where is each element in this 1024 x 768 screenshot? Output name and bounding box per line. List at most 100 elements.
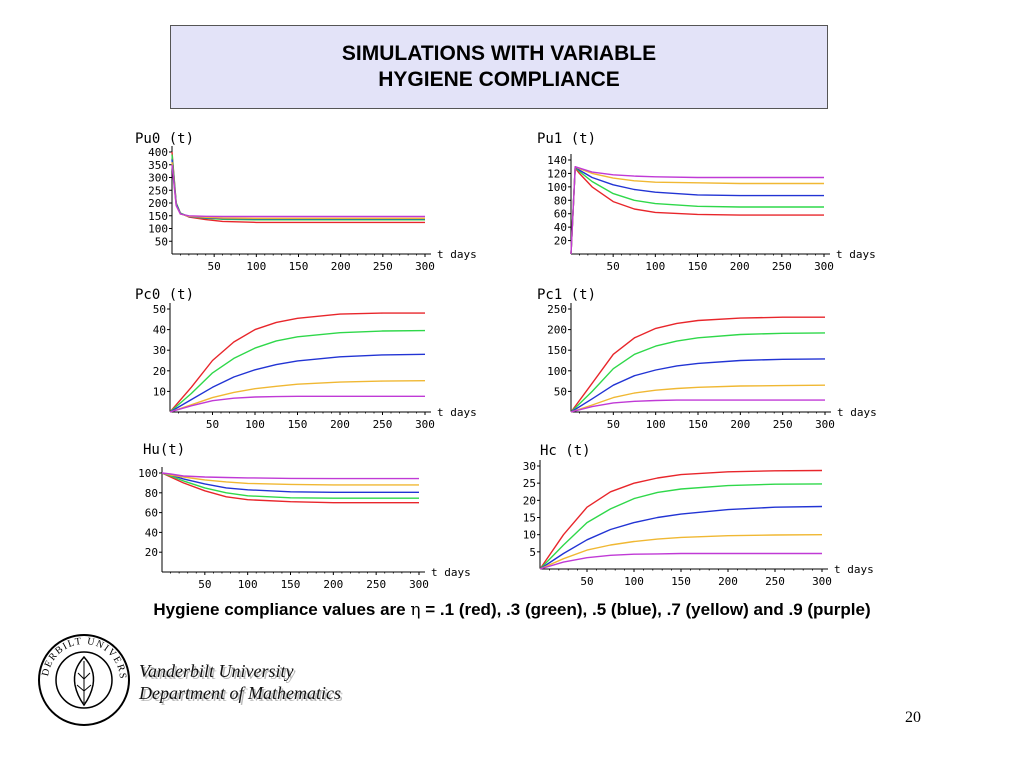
chart-5-y-tick-label: 25 [523,477,536,490]
chart-5-series-yellow [539,534,823,570]
chart-0-series-purple [171,164,425,218]
chart-5-x-tick-label: 100 [624,575,644,588]
chart-2-x-tick-label: 250 [373,418,393,431]
chart-0-x-tick-label: 250 [373,260,393,273]
chart-0-series-green [171,154,425,221]
chart-2-series-red [169,312,425,413]
chart-4-x-tick-label: 100 [238,578,258,591]
slide-title-line1: SIMULATIONS WITH VARIABLE [341,42,657,65]
chart-2-y-tick-label: 50 [153,303,166,316]
chart-0-x-tick-label: 50 [208,260,221,273]
chart-2-series-blue [169,353,426,413]
chart-5-y-tick-label: 15 [523,512,536,525]
chart-4-x-tick-label: 250 [366,578,386,591]
chart-1-y-tick-label: 140 [547,154,567,167]
chart-5-y-tick-label: 20 [523,494,536,507]
chart-0-series-yellow [171,162,425,220]
chart-1-x-tick-label: 50 [607,260,620,273]
chart-1-y-tick-label: 60 [554,208,567,221]
chart-1-series-green [570,166,824,255]
chart-0-x-tick-label: 100 [246,260,266,273]
chart-3-y-tick-label: 250 [547,303,567,316]
chart-1-x-tick-label: 200 [730,260,750,273]
chart-1-x-label: t days [836,248,876,261]
footer-institution: Vanderbilt University Department of Math… [139,660,341,704]
chart-5-x-label: t days [834,563,874,576]
chart-5-x-tick-label: 50 [580,575,593,588]
chart-0-x-tick-label: 300 [415,260,435,273]
chart-3-y-tick-label: 50 [554,385,567,398]
chart-3-x-tick-label: 50 [607,418,620,431]
chart-0-y-tick-label: 50 [155,235,168,248]
chart-3-x-tick-label: 150 [688,418,708,431]
chart-0-y-tick-label: 150 [148,210,168,223]
chart-5-title: Hc (t) [540,443,591,459]
chart-5-series-blue [539,505,823,570]
chart-1-y-tick-label: 40 [554,221,567,234]
chart-3-x-tick-label: 250 [773,418,793,431]
chart-4-y-tick-label: 80 [145,487,158,500]
chart-3-x-tick-label: 300 [815,418,835,431]
chart-4-series-yellow [161,472,419,486]
chart-3-y-tick-label: 100 [547,365,567,378]
chart-3-series-blue [570,358,826,413]
chart-0-y-tick-label: 300 [148,172,168,185]
caption-prefix: Hygiene compliance values are [153,600,411,619]
chart-2-y-tick-label: 40 [153,324,166,337]
chart-5-series-purple [539,552,822,570]
chart-5-y-tick-label: 10 [523,529,536,542]
chart-1-x-tick-label: 150 [688,260,708,273]
charts-area: Pu0 (t)50 100 150 200 250 3005010015020025030… [135,131,877,591]
chart-2-y-tick-label: 20 [153,365,166,378]
chart-4-series-green [161,472,419,499]
chart-2-title: Pc0 (t) [135,287,194,303]
chart-2-y-tick-label: 30 [153,344,166,357]
chart-0-y-tick-label: 250 [148,184,168,197]
chart-0-y-tick-label: 100 [148,223,168,236]
chart-0-y-tick-label: 350 [148,159,168,172]
caption-suffix: = .1 (red), .3 (green), .5 (blue), .7 (y… [420,600,871,619]
caption-eta-symbol: η [410,600,421,620]
chart-0-series-red [171,151,425,224]
chart-2-series-green [169,329,426,413]
chart-1-series-yellow [570,165,824,255]
chart-4-y-tick-label: 100 [138,467,158,480]
chart-3-series-yellow [570,384,826,413]
chart-4-series-red [161,472,419,504]
chart-3-series-purple [570,399,825,413]
slide-title: SIMULATIONS WITH VARIABLE HYGIENE COMPLI… [170,25,828,109]
caption: Hygiene compliance values are η = .1 (re… [0,600,1024,620]
chart-1-x-tick-label: 300 [814,260,834,273]
university-seal-logo: VANDERBILT UNIVERSITY [37,633,130,726]
chart-2-x-label: t days [437,406,477,419]
chart-4-x-tick-label: 300 [409,578,429,591]
chart-2-x-tick-label: 100 [245,418,265,431]
chart-3-x-label: t days [837,406,877,419]
chart-1-title: Pu1 (t) [537,131,596,147]
chart-0-y-tick-label: 200 [148,197,168,210]
chart-4-series-purple [161,472,419,480]
chart-1-y-tick-label: 20 [554,235,567,248]
chart-5-series-red [539,469,823,570]
chart-4-x-tick-label: 150 [281,578,301,591]
chart-4-title: Hu(t) [143,442,185,458]
chart-2-x-tick-label: 50 [206,418,219,431]
chart-2-y-tick-label: 10 [153,385,166,398]
chart-0-y-tick-label: 400 [148,146,168,159]
chart-5-x-tick-label: 150 [671,575,691,588]
slide-title-line2: HYGIENE COMPLIANCE [378,68,620,91]
chart-1-y-tick-label: 120 [547,167,567,180]
chart-5-x-tick-label: 200 [718,575,738,588]
chart-0-x-tick-label: 150 [289,260,309,273]
chart-3-y-tick-label: 150 [547,344,567,357]
chart-0-title: Pu0 (t) [135,131,194,147]
chart-2-series-yellow [169,380,426,413]
chart-0-x-tick-label: 200 [331,260,351,273]
chart-2-series-purple [169,395,425,413]
chart-1-series-blue [570,165,824,255]
chart-3-series-red [570,316,825,413]
chart-1-x-tick-label: 250 [772,260,792,273]
chart-1-series-purple [570,165,824,255]
chart-2-x-tick-label: 300 [415,418,435,431]
chart-4-y-tick-label: 20 [145,546,158,559]
